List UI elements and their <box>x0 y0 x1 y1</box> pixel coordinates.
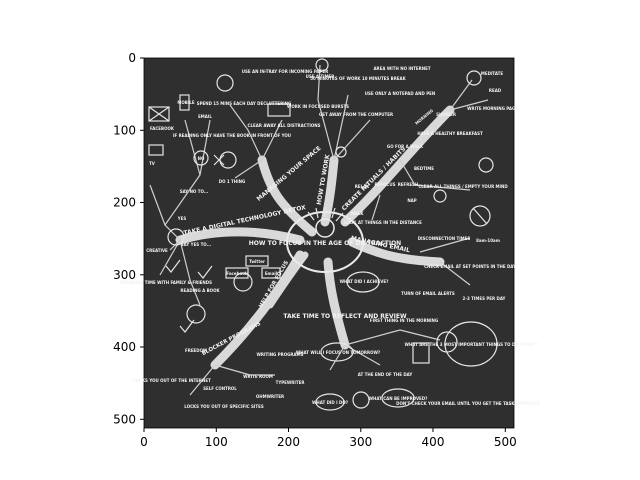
leaf-reading-only: IF READING ONLY HAVE THE BOOK IN FRONT O… <box>173 133 291 138</box>
leaf-clear-things: CLEAR ALL THINGS / EMPTY YOUR MIND <box>418 184 508 189</box>
leaf-mobile: MOBILE <box>177 100 194 105</box>
leaf-spend-15: SPEND 15 MINS EACH DAY DECLUTTERING <box>197 101 292 106</box>
leaf-use-timer: USE A TIMER <box>306 74 335 79</box>
leaf-refocus: REFOCUS <box>374 182 395 187</box>
x-axis: 0 100 200 300 400 500 <box>140 428 517 449</box>
leaf-morning-pages: WRITE MORNING PAGES <box>467 106 521 111</box>
leaf-check-email: CHECK EMAIL AT SET POINTS IN THE DAY <box>424 264 516 269</box>
x-tick-label: 0 <box>140 435 148 449</box>
leaf-twitter: Twitter <box>249 259 265 264</box>
mind-map <box>148 58 498 411</box>
leaf-refresh: REFRESH <box>398 182 419 187</box>
leaf-what-achieved: WHAT DID I ACHIEVE? <box>340 279 389 284</box>
x-tick-label: 400 <box>422 435 445 449</box>
leaf-reading-book: READING A BOOK <box>180 288 220 293</box>
leaf-breakfast: HAVE A HEALTHY BREAKFAST <box>417 131 483 136</box>
leaf-spend-time: SPENDING TIME WITH FAMILY & FRIENDS <box>120 280 212 285</box>
leaf-minutes: 50 MINUTES OF WORK 10 MINUTES BREAK <box>310 76 406 81</box>
leaf-look-at-things: LOOK AT THINGS IN THE DISTANCE <box>344 220 422 225</box>
leaf-read: READ <box>489 88 502 93</box>
leaf-times-per-day: 2-3 TIMES PER DAY <box>463 296 506 301</box>
leaf-work-bursts: WORK IN FOCUSED BURSTS <box>287 104 349 109</box>
leaf-end-of-day: AT THE END OF THE DAY <box>358 372 413 377</box>
x-tick-label: 200 <box>277 435 300 449</box>
leaf-meditate: MEDITATE <box>481 71 503 76</box>
y-tick-label: 400 <box>113 340 136 354</box>
leaf-facebook: FACEBOOK <box>150 126 175 131</box>
y-tick-label: 200 <box>113 196 136 210</box>
leaf-creative: CREATIVE <box>146 248 168 253</box>
leaf-email-small: Email <box>265 271 278 276</box>
x-tick-label: 300 <box>349 435 372 449</box>
leaf-tv: TV <box>149 161 156 166</box>
leaf-ohmwriter: OHMWRITER <box>256 394 284 399</box>
leaf-yes: YES <box>177 216 187 221</box>
leaf-use-notepad: USE ONLY A NOTEPAD AND PEN <box>365 91 435 96</box>
y-tick-label: 500 <box>113 412 136 426</box>
leaf-labels: FACEBOOK MOBILE EMAIL TV SAY NO TO... NO… <box>120 66 540 409</box>
y-tick-label: 300 <box>113 268 136 282</box>
leaf-turn-off: TURN OF EMAIL ALERTS <box>401 291 455 296</box>
y-axis: 0 100 200 300 400 500 <box>113 51 144 426</box>
leaf-say-yes: SAY YES TO... <box>181 242 212 247</box>
x-tick-label: 100 <box>205 435 228 449</box>
leaf-disconnection: DISCONNECTION TIMES <box>418 236 471 241</box>
leaf-go-walk: GO FOR A WALK <box>387 144 424 149</box>
leaf-first-thing: FIRST THING IN THE MORNING <box>370 318 438 323</box>
leaf-walk: WALK <box>351 211 365 216</box>
leaf-facebook-small: Facebook <box>226 271 248 276</box>
leaf-nap: NAP <box>407 198 416 203</box>
leaf-self-control: SELF CONTROL <box>203 386 237 391</box>
leaf-improved: WHAT CAN BE IMPROVED? <box>369 396 429 401</box>
leaf-area-wifi: AREA WITH NO INTERNET <box>373 66 430 71</box>
leaf-dont-check: DON'T CHECK YOUR EMAIL UNTIL YOU GET THE… <box>396 401 540 406</box>
leaf-email: EMAIL <box>198 114 212 119</box>
label-reflect: TAKE TIME TO REFLECT AND REVIEW <box>283 313 407 320</box>
leaf-what-did-i-do: WHAT DID I DO? <box>312 400 349 405</box>
leaf-write-room: WRITE ROOM <box>243 374 273 379</box>
leaf-focus-tomorrow: WHAT WILL I FOCUS ON TOMORROW? <box>296 350 381 355</box>
leaf-no: NO <box>198 156 205 161</box>
y-tick-label: 100 <box>113 123 136 137</box>
leaf-in-tray: USE AN IN-TRAY FOR INCOMING PAPER <box>242 69 328 74</box>
leaf-clear-away: CLEAR AWAY ALL DISTRACTIONS <box>248 123 321 128</box>
y-tick-label: 0 <box>128 51 136 65</box>
leaf-relax: RELAX <box>355 184 370 189</box>
x-tick-label: 500 <box>494 435 517 449</box>
label-center: HOW TO FOCUS IN THE AGE OF DISTRACTION <box>249 240 401 247</box>
leaf-times: 8am-10am <box>476 238 500 243</box>
leaf-do-1-thing: DO 1 THING <box>219 179 245 184</box>
leaf-most-important: WHAT ARE THE 3 MOST IMPORTANT THINGS TO … <box>405 342 539 347</box>
leaf-locks-sites: LOCKS YOU OUT OF SPECIFIC SITES <box>184 404 264 409</box>
leaf-bedtime: BEDTIME <box>414 166 434 171</box>
leaf-shower: SHOWER <box>436 112 456 117</box>
leaf-writing-programs: WRITING PROGRAMS <box>257 352 304 357</box>
leaf-freedom: FREEDOM <box>185 348 207 353</box>
leaf-typewriter: TYPEWRITER <box>276 380 305 385</box>
leaf-say-no: SAY NO TO... <box>180 189 209 194</box>
leaf-locks-out: LOCKS YOU OUT OF THE INTERNET <box>133 378 211 383</box>
leaf-get-away: GET AWAY FROM THE COMPUTER <box>319 112 393 117</box>
